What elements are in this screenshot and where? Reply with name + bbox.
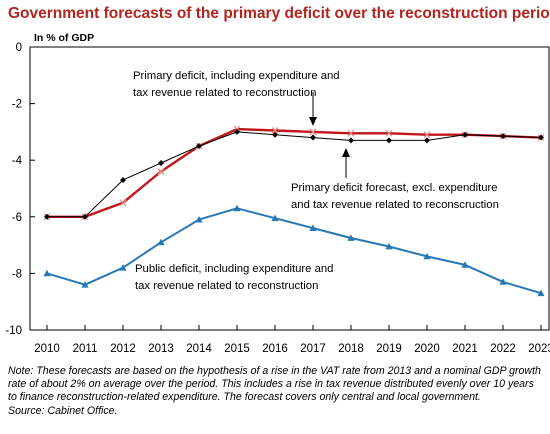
point-public (461, 261, 469, 268)
point-excl (424, 137, 430, 144)
point-excl (272, 131, 278, 138)
point-incl (119, 199, 127, 207)
point-excl (538, 134, 544, 141)
y-tick-label: -6 (12, 212, 22, 224)
point-public (423, 252, 431, 260)
point-excl (120, 177, 126, 184)
point-incl (423, 131, 431, 139)
note-text: Note: These forecasts are based on the h… (8, 365, 541, 404)
point-excl (44, 213, 50, 220)
point-public (233, 204, 241, 212)
point-excl (348, 137, 354, 144)
y-tick-label: -10 (5, 325, 22, 337)
point-public (385, 242, 393, 250)
chart-title: Government forecasts of the primary defi… (8, 5, 550, 22)
y-tick-label: 0 (16, 42, 22, 54)
chart-note: Note: These forecasts are based on the h… (8, 365, 543, 418)
arrowhead-incl (309, 117, 317, 126)
point-excl (158, 160, 164, 167)
annotation-excl: Primary deficit forecast, excl. expendit… (291, 182, 499, 211)
point-excl (500, 133, 506, 140)
point-public (119, 264, 127, 271)
point-public (537, 289, 545, 297)
y-tick-label: -2 (12, 99, 22, 111)
x-tick-label: 2023 (528, 343, 550, 355)
x-tick-label: 2013 (148, 343, 174, 355)
x-tick-label: 2014 (186, 343, 212, 355)
source-text: Source: Cabinet Office. (8, 404, 118, 417)
point-incl (271, 127, 279, 134)
point-excl (196, 143, 202, 150)
point-public (309, 224, 317, 231)
point-incl (385, 129, 393, 137)
series-line-incl (47, 127, 542, 219)
point-excl (386, 137, 392, 144)
y-tick-label: -8 (12, 268, 22, 280)
point-public (271, 214, 279, 222)
point-public (81, 281, 89, 288)
y-tick-label: -4 (12, 155, 23, 167)
x-tick-label: 2012 (110, 343, 136, 355)
annotation-incl: Primary deficit, including expenditure a… (133, 70, 340, 99)
plot-frame (29, 46, 550, 331)
point-public (195, 216, 203, 223)
point-public (43, 269, 51, 277)
unit-label: In % of GDP (34, 32, 95, 44)
point-excl (234, 128, 240, 135)
x-tick-label: 2020 (414, 343, 440, 355)
x-tick-label: 2019 (376, 343, 402, 355)
series-line-excl (47, 131, 542, 218)
point-excl (82, 213, 88, 220)
point-incl (157, 168, 165, 175)
annotation-public: Public deficit, including expenditure an… (135, 263, 334, 292)
point-incl (347, 129, 355, 137)
arrowhead-excl (342, 148, 350, 157)
x-tick-label: 2011 (73, 343, 98, 355)
point-excl (462, 131, 468, 138)
x-tick-label: 2010 (34, 343, 60, 355)
x-tick-label: 2016 (262, 343, 288, 355)
x-tick-label: 2022 (490, 343, 516, 355)
series-line-public (46, 207, 542, 295)
x-tick-label: 2017 (300, 343, 326, 355)
point-incl (309, 128, 317, 136)
x-tick-label: 2018 (338, 343, 364, 355)
x-tick-label: 2021 (452, 343, 478, 355)
point-public (347, 234, 355, 241)
x-tick-label: 2015 (224, 343, 250, 355)
point-public (499, 278, 507, 285)
point-public (157, 238, 165, 246)
point-excl (310, 134, 316, 141)
